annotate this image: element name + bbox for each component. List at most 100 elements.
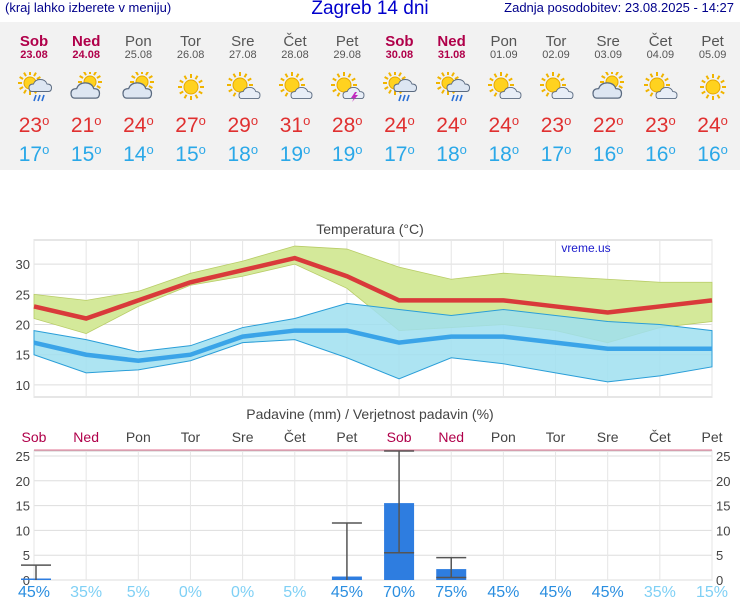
- min-temperature: 18o: [227, 142, 259, 166]
- precip-y-tick-left: 20: [16, 474, 30, 489]
- max-temperature: 31o: [279, 113, 311, 137]
- precip-probability: 45%: [487, 584, 519, 600]
- day-column: Čet 28.08 31o 19o: [269, 22, 321, 170]
- day-name: Tor: [545, 33, 567, 50]
- max-temperature: 23o: [18, 113, 50, 137]
- precip-day-label: Ned: [73, 429, 99, 445]
- min-temp-band: [33, 302, 713, 383]
- daily-forecast-strip: Sob 23.08 23o 17o Ned 24.08 21o 15o Pon 25…: [0, 22, 740, 170]
- day-date: 04.09: [646, 49, 675, 61]
- max-temperature: 24o: [384, 113, 415, 137]
- min-temperature: 19o: [331, 142, 363, 166]
- precip-probability: 45%: [331, 584, 363, 600]
- day-date: 29.08: [333, 49, 361, 61]
- cloud-sun-icon: [120, 70, 156, 102]
- precip-day-label: Ned: [438, 429, 464, 445]
- min-temperature: 18o: [436, 142, 467, 166]
- temp-y-tick: 30: [16, 257, 30, 272]
- watermark: vreme.us: [561, 241, 610, 255]
- max-temperature: 27o: [175, 113, 206, 137]
- max-temperature: 21o: [70, 113, 102, 137]
- min-temperature: 15o: [70, 142, 102, 166]
- precip-day-label: Pet: [701, 429, 722, 445]
- precip-y-tick-right: 10: [716, 523, 730, 538]
- location-hint: (kraj lahko izberete v meniju): [5, 0, 172, 15]
- max-temperature: 23o: [645, 113, 676, 137]
- precip-day-label: Pon: [126, 429, 151, 445]
- precip-y-tick-right: 25: [716, 449, 730, 464]
- precip-probability: 45%: [592, 584, 624, 600]
- max-temperature: 24o: [488, 113, 520, 137]
- precip-y-tick-right: 5: [716, 548, 723, 563]
- day-name: Pet: [701, 33, 724, 50]
- partly-sunny-icon: [277, 72, 313, 102]
- temp-y-tick: 25: [16, 287, 30, 302]
- day-date: 24.08: [72, 49, 100, 61]
- max-temperature: 24o: [697, 113, 728, 137]
- page-title: Zagreb 14 dni: [311, 0, 429, 19]
- day-column: Pet 05.09 24o 16o: [687, 22, 739, 170]
- partly-sunny-icon: [225, 72, 261, 102]
- precip-y-tick-left: 5: [23, 548, 30, 563]
- precip-day-label: Pon: [491, 429, 516, 445]
- precip-probability: 45%: [540, 584, 572, 600]
- precip-probability: 0%: [231, 584, 254, 600]
- day-column: Sob 30.08 24o 17o: [373, 22, 425, 170]
- day-column: Pon 25.08 24o 14o: [112, 22, 164, 170]
- day-column: Ned 31.08 24o 18o: [426, 22, 478, 170]
- day-column: Tor 26.08 27o 15o: [165, 22, 217, 170]
- rain-sun-icon: [434, 71, 470, 102]
- partly-sunny-icon: [642, 72, 678, 102]
- temp-chart-title: Temperatura (°C): [316, 221, 424, 237]
- precip-y-tick-right: 20: [716, 474, 730, 489]
- precip-day-label: Sob: [387, 429, 412, 445]
- rain-sun-icon: [16, 71, 52, 102]
- day-date: 28.08: [281, 49, 309, 61]
- min-temperature: 16o: [645, 142, 676, 166]
- precip-probability: 0%: [179, 584, 202, 600]
- max-temperature: 23o: [540, 113, 572, 137]
- partly-sunny-icon: [486, 72, 522, 102]
- sun-icon: [173, 72, 209, 102]
- day-name: Ned: [437, 33, 466, 50]
- day-column: Ned 24.08 21o 15o: [60, 22, 112, 170]
- precip-day-label: Sre: [232, 429, 254, 445]
- precip-day-label: Tor: [546, 429, 566, 445]
- day-name: Čet: [648, 33, 673, 50]
- precip-day-label: Čet: [649, 429, 671, 445]
- partly-sunny-icon: [538, 72, 574, 102]
- day-name: Tor: [180, 33, 202, 50]
- precip-probability: 5%: [283, 584, 306, 600]
- min-temperature: 18o: [488, 142, 520, 166]
- max-temperature: 29o: [227, 113, 259, 137]
- min-temperature: 17o: [384, 142, 415, 166]
- min-temp-line: [33, 328, 712, 364]
- day-date: 03.09: [594, 49, 622, 61]
- precip-probability: 75%: [435, 584, 467, 600]
- day-column: Sre 03.09 22o 16o: [582, 22, 634, 170]
- min-temperature: 19o: [279, 142, 311, 166]
- temp-y-tick: 20: [16, 318, 30, 333]
- min-temperature: 16o: [697, 142, 728, 166]
- precip-probability: 70%: [383, 584, 415, 600]
- day-column: Tor 02.09 23o 17o: [530, 22, 582, 170]
- precip-day-label: Sre: [597, 429, 619, 445]
- day-name: Sre: [231, 33, 255, 50]
- rain-sun-icon: [381, 71, 418, 102]
- day-name: Sob: [19, 33, 49, 50]
- day-name: Pet: [335, 33, 359, 50]
- day-column: Pon 01.09 24o 18o: [478, 22, 530, 170]
- day-column: Sob 23.08 23o 17o: [8, 22, 60, 170]
- max-temp-line: [33, 255, 713, 321]
- day-name: Sre: [596, 33, 620, 50]
- thunder-sun-icon: [329, 72, 365, 102]
- min-temperature: 14o: [123, 142, 154, 166]
- sun-icon: [695, 72, 731, 102]
- day-date: 25.08: [124, 49, 153, 61]
- cloud-sun-icon: [68, 70, 104, 102]
- max-temperature: 28o: [331, 113, 363, 137]
- day-date: 01.09: [490, 49, 518, 61]
- precip-day-label: Sob: [22, 429, 47, 445]
- precip-probability: 45%: [18, 584, 50, 600]
- day-date: 05.09: [698, 49, 727, 61]
